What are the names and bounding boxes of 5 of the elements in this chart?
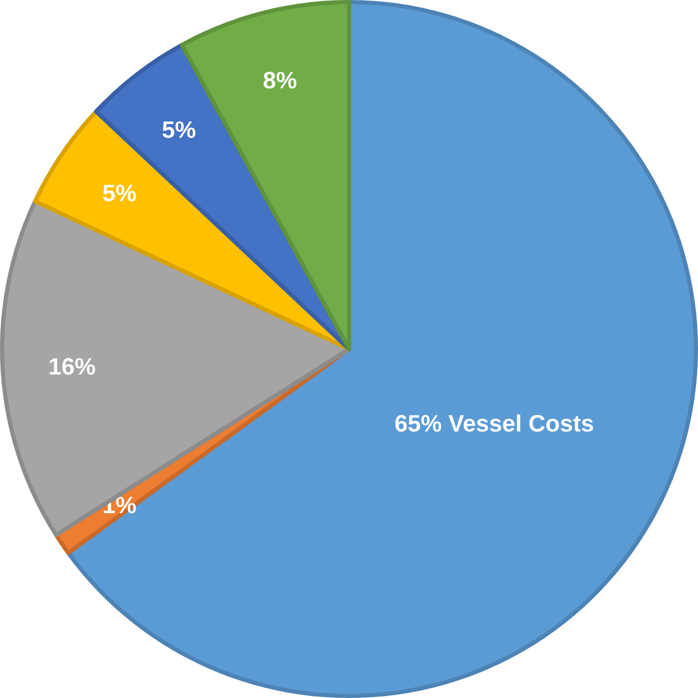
data-label: 16% — [50, 358, 96, 375]
data-label: 5% — [103, 184, 136, 202]
data-label: 8% — [264, 72, 296, 89]
data-label: 65% Vessel Costs — [395, 414, 594, 432]
data-label: 5% — [162, 121, 196, 138]
